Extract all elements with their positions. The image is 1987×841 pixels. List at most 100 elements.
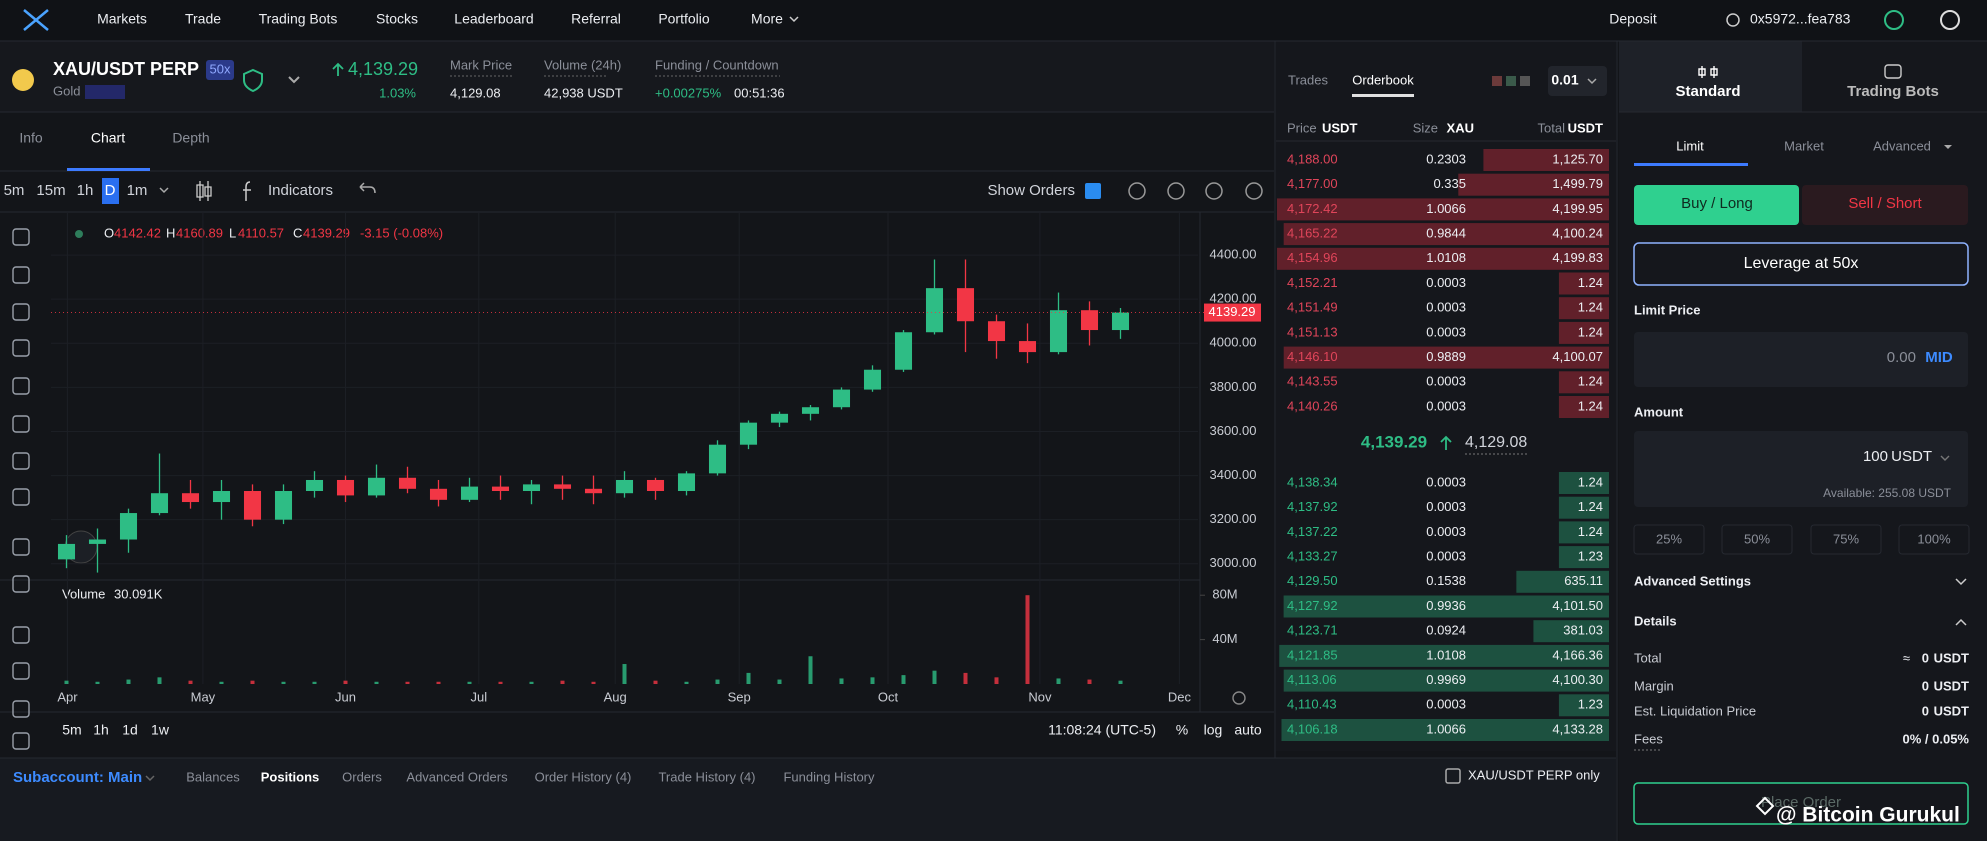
drawing-tool[interactable]: [12, 228, 30, 246]
book-price[interactable]: 4,123.71: [1287, 623, 1338, 638]
section-header[interactable]: Advanced Settings: [1634, 573, 1751, 588]
limit-input[interactable]: [1634, 332, 1968, 387]
book-price[interactable]: 4,172.42: [1287, 201, 1338, 216]
interval[interactable]: 5m: [4, 182, 25, 199]
book-price[interactable]: 4,152.21: [1287, 275, 1338, 290]
place-order-button[interactable]: [1633, 782, 1969, 825]
scale-option[interactable]: log: [1204, 722, 1223, 738]
view-tab[interactable]: Info: [19, 130, 43, 146]
timeframe[interactable]: 1w: [151, 722, 170, 738]
mode-tab[interactable]: Trading Bots: [1847, 83, 1939, 100]
chevron[interactable]: [288, 76, 300, 84]
nav-item[interactable]: Referral: [571, 11, 621, 27]
checkbox[interactable]: [1445, 768, 1461, 784]
tool-button[interactable]: [1167, 182, 1185, 200]
book-price[interactable]: 4,188.00: [1287, 151, 1338, 166]
order-type-tab[interactable]: Limit: [1676, 138, 1704, 153]
amount-input[interactable]: [1634, 431, 1968, 507]
book-tab[interactable]: Trades: [1288, 72, 1328, 87]
book-price[interactable]: 4,154.96: [1287, 250, 1338, 265]
percent-button[interactable]: [1633, 524, 1705, 555]
drawing-tool[interactable]: [12, 452, 30, 470]
fx-icon[interactable]: [243, 181, 251, 201]
percent-button[interactable]: [1898, 524, 1970, 555]
book-price[interactable]: 4,133.27: [1287, 549, 1338, 564]
tick-selector[interactable]: [1548, 66, 1607, 96]
nav-item[interactable]: Trade: [185, 11, 221, 27]
layout-icon[interactable]: [1520, 76, 1530, 86]
buy-button[interactable]: [1634, 185, 1799, 225]
timeframe[interactable]: 1h: [93, 722, 109, 738]
book-tab[interactable]: Orderbook: [1352, 72, 1414, 87]
book-price[interactable]: 4,138.34: [1287, 474, 1338, 489]
book-price[interactable]: 4,127.92: [1287, 598, 1338, 613]
book-price[interactable]: 4,129.50: [1287, 573, 1338, 588]
tool-button[interactable]: [1205, 182, 1223, 200]
drawing-tool[interactable]: [12, 575, 30, 593]
book-price[interactable]: 4,110.43: [1287, 697, 1337, 712]
drawing-tool[interactable]: [12, 662, 30, 680]
drawing-tool[interactable]: [12, 266, 30, 284]
percent-button[interactable]: [1721, 524, 1793, 555]
nav-item[interactable]: Markets: [97, 11, 147, 27]
drawing-tool[interactable]: [12, 700, 30, 718]
nav-item[interactable]: Trading Bots: [259, 11, 338, 27]
globe-icon[interactable]: [1940, 10, 1960, 30]
interval[interactable]: 1m: [127, 182, 148, 199]
drawing-tool[interactable]: [12, 732, 30, 750]
position-tab[interactable]: Orders: [342, 769, 382, 784]
filter-label[interactable]: XAU/USDT PERP only: [1468, 767, 1600, 782]
position-tab[interactable]: Advanced Orders: [406, 769, 508, 784]
nav-item[interactable]: Portfolio: [658, 11, 710, 27]
nav-item[interactable]: Stocks: [376, 11, 418, 27]
book-price[interactable]: 4,113.06: [1287, 672, 1337, 687]
drawing-tool[interactable]: [12, 626, 30, 644]
account[interactable]: 0x5972...fea783: [1750, 11, 1851, 27]
timeframe[interactable]: 1d: [122, 722, 138, 738]
position-tab[interactable]: Funding History: [783, 769, 875, 784]
mode-tab[interactable]: Standard: [1675, 83, 1740, 100]
position-tab[interactable]: Trade History (4): [658, 769, 755, 784]
subaccount[interactable]: Subaccount: Main: [13, 769, 142, 786]
section-header[interactable]: Details: [1634, 613, 1677, 628]
drawing-tool[interactable]: [12, 303, 30, 321]
view-tab[interactable]: Chart: [91, 130, 125, 146]
order-type-tab[interactable]: Market: [1784, 138, 1824, 153]
indicators-button[interactable]: Indicators: [268, 182, 333, 199]
tool-button[interactable]: [1245, 182, 1263, 200]
book-price[interactable]: 4,106.18: [1287, 721, 1338, 736]
app-icon[interactable]: [1884, 10, 1904, 30]
checkbox-checked[interactable]: [1085, 183, 1101, 199]
leverage-button[interactable]: [1633, 242, 1969, 286]
percent-button[interactable]: [1810, 524, 1882, 555]
drawing-tool[interactable]: [12, 415, 30, 433]
position-tab[interactable]: Balances: [186, 769, 240, 784]
drawing-tool[interactable]: [12, 339, 30, 357]
book-price[interactable]: 4,151.49: [1287, 300, 1338, 315]
drawing-tool[interactable]: [12, 377, 30, 395]
position-tab[interactable]: Positions: [261, 769, 320, 784]
layout-icon[interactable]: [1506, 76, 1516, 86]
book-price[interactable]: 4,165.22: [1287, 226, 1338, 241]
drawing-tool[interactable]: [12, 488, 30, 506]
sell-button[interactable]: [1802, 185, 1968, 225]
book-price[interactable]: 4,137.22: [1287, 524, 1338, 539]
position-tab[interactable]: Order History (4): [535, 769, 632, 784]
amount-unit[interactable]: USDT: [1891, 448, 1932, 465]
scale-option[interactable]: auto: [1234, 722, 1261, 738]
interval[interactable]: 15m: [36, 182, 65, 199]
book-price[interactable]: 4,151.13: [1287, 324, 1338, 339]
nav-item[interactable]: Leaderboard: [454, 11, 533, 27]
layout-icon[interactable]: [1492, 76, 1502, 86]
view-tab[interactable]: Depth: [172, 130, 209, 146]
reset-icon[interactable]: [1232, 691, 1246, 705]
tool-button[interactable]: [1128, 182, 1146, 200]
interval[interactable]: 1h: [77, 182, 94, 199]
interval[interactable]: D: [105, 182, 116, 199]
book-price[interactable]: 4,143.55: [1287, 374, 1338, 389]
order-type-tab[interactable]: Advanced: [1873, 138, 1931, 153]
book-price[interactable]: 4,177.00: [1287, 176, 1338, 191]
scale-option[interactable]: %: [1176, 722, 1188, 738]
deposit-button[interactable]: Deposit: [1609, 11, 1657, 27]
book-price[interactable]: 4,137.92: [1287, 499, 1338, 514]
